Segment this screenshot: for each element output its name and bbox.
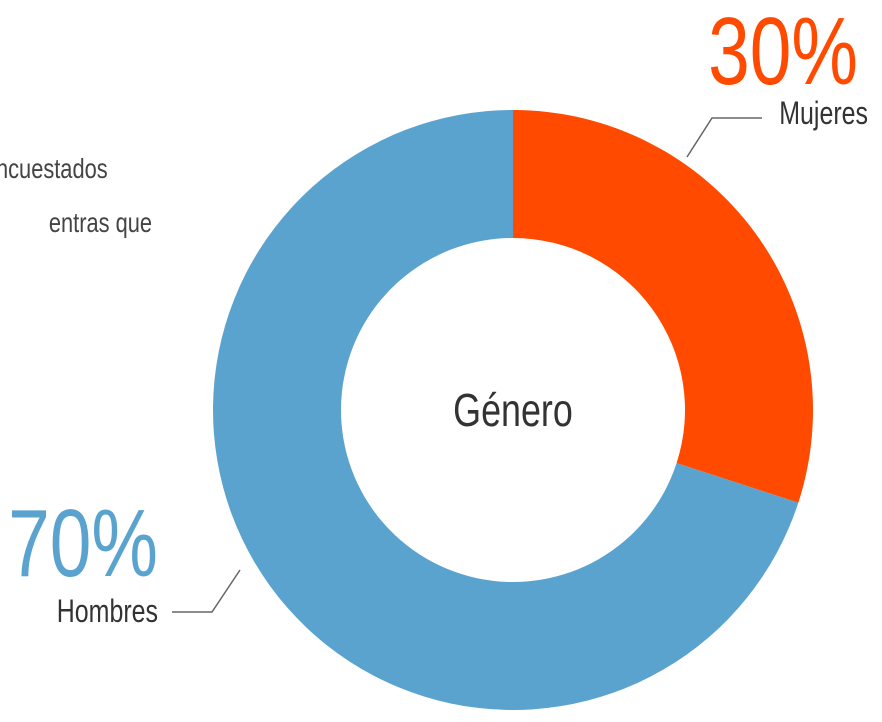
center-title: Género: [453, 385, 573, 436]
body-text: entras que: [49, 207, 152, 238]
category-label: Hombres: [57, 594, 158, 630]
body-text: ncuestados: [0, 153, 108, 184]
donut-slice: [213, 110, 799, 710]
leader-line: [686, 117, 762, 158]
leader-line: [172, 569, 241, 613]
category-label: Mujeres: [779, 96, 868, 132]
value-label: 70%: [8, 490, 158, 597]
value-label: 30%: [708, 0, 858, 105]
donut-slice: [513, 110, 814, 503]
